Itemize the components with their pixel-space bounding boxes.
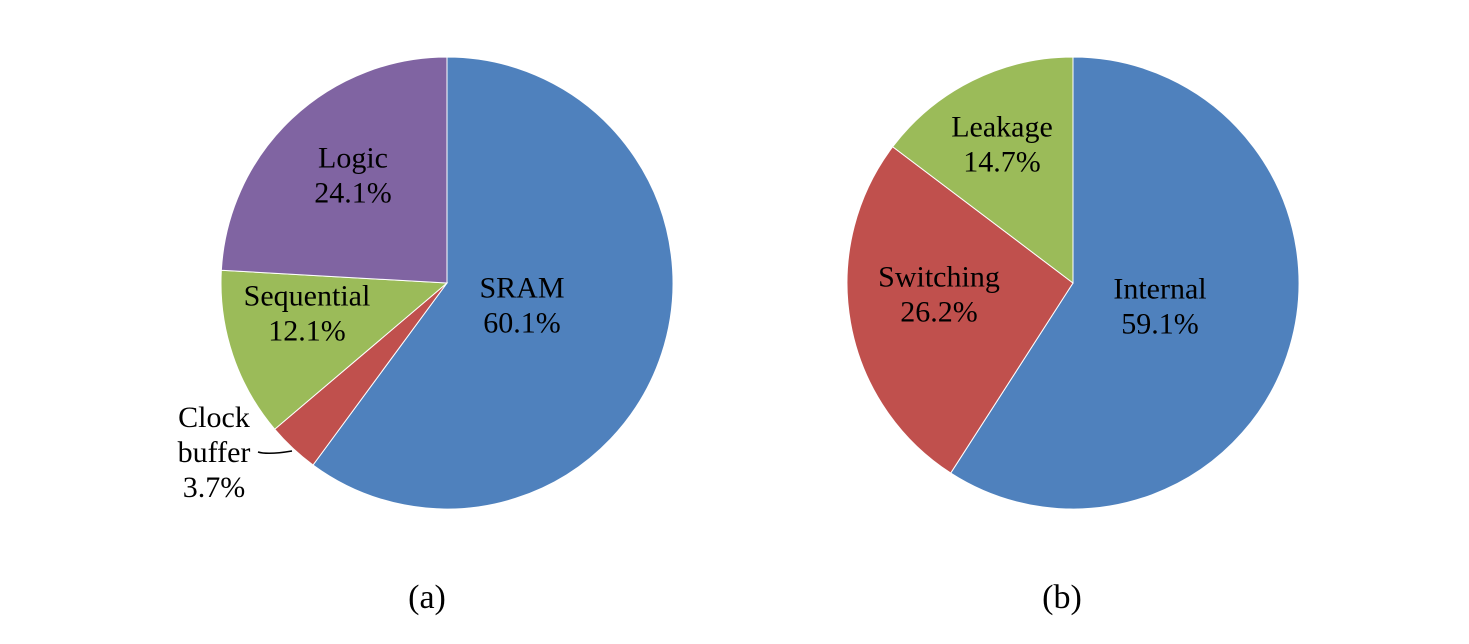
data-label-leakage: Leakage 14.7% bbox=[951, 111, 1053, 179]
pie-chart-b: Internal 59.1% Switching 26.2% Leakage 14.7% bbox=[846, 56, 1300, 510]
data-label-sram: SRAM 60.1% bbox=[479, 272, 564, 340]
data-label-switching: Switching 26.2% bbox=[878, 261, 1000, 329]
slice-sequential bbox=[220, 269, 449, 430]
caption-b: (b) bbox=[1042, 579, 1082, 616]
slice-sram bbox=[312, 56, 674, 510]
slice-logic bbox=[220, 56, 448, 284]
data-label-logic: Logic 24.1% bbox=[314, 142, 392, 210]
slice-leakage bbox=[891, 56, 1074, 285]
data-label-clock-buffer: Clock buffer 3.7% bbox=[178, 401, 251, 504]
data-label-sequential: Sequential 12.1% bbox=[244, 280, 371, 348]
slice-internal bbox=[950, 56, 1300, 510]
pie-chart-a: SRAM 60.1% Clock buffer 3.7% Sequential 12.1% L… bbox=[178, 56, 674, 510]
slice-switching bbox=[846, 146, 1074, 474]
leader-line-clock-buffer bbox=[257, 450, 293, 455]
caption-a: (a) bbox=[408, 579, 446, 616]
data-label-internal: Internal 59.1% bbox=[1113, 273, 1206, 341]
